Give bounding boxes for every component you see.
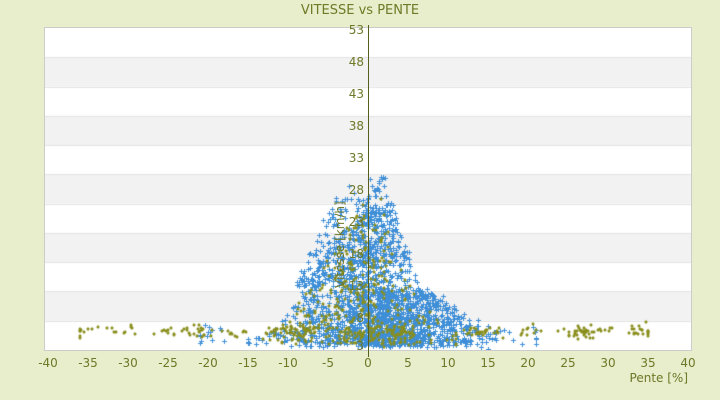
y-tick-label-28: 28: [348, 183, 364, 197]
x-tick-label-35: 35: [640, 356, 656, 370]
x-tick-label-25: 25: [560, 356, 576, 370]
x-tick-label--20: -20: [198, 356, 218, 370]
y-tick-label-23: 23: [348, 215, 364, 229]
x-tick-label-5: 5: [404, 356, 412, 370]
y-tick-label-38: 38: [348, 119, 364, 133]
y-tick-label-43: 43: [348, 87, 364, 101]
y-tick-label-53: 53: [348, 23, 364, 37]
x-tick-label--25: -25: [158, 356, 178, 370]
chart-title: VITESSE vs PENTE: [300, 3, 420, 18]
x-tick-label--35: -35: [78, 356, 98, 370]
y-tick-label-48: 48: [348, 55, 364, 69]
x-tick-label-30: 30: [600, 356, 616, 370]
y-tick-label-3: 3: [356, 339, 364, 353]
x-tick-label--15: -15: [238, 356, 258, 370]
y-axis-title: Vitesse [km/h]: [333, 201, 347, 288]
y-tick-label-33: 33: [348, 151, 364, 165]
x-tick-label--10: -10: [278, 356, 298, 370]
x-tick-label--40: -40: [38, 356, 58, 370]
y-tick-label-8: 8: [356, 311, 364, 325]
zero-pente-axis-line: [368, 25, 369, 357]
x-tick-label-40: 40: [680, 356, 696, 370]
y-tick-label-13: 13: [348, 279, 364, 293]
x-tick-label-20: 20: [520, 356, 536, 370]
x-tick-label--5: -5: [322, 356, 334, 370]
x-tick-label-0: 0: [364, 356, 372, 370]
x-tick-label-15: 15: [480, 356, 496, 370]
x-tick-label--30: -30: [118, 356, 138, 370]
y-tick-label-18: 18: [348, 247, 364, 261]
x-axis-title: Pente [%]: [629, 371, 688, 385]
x-tick-label-10: 10: [440, 356, 456, 370]
